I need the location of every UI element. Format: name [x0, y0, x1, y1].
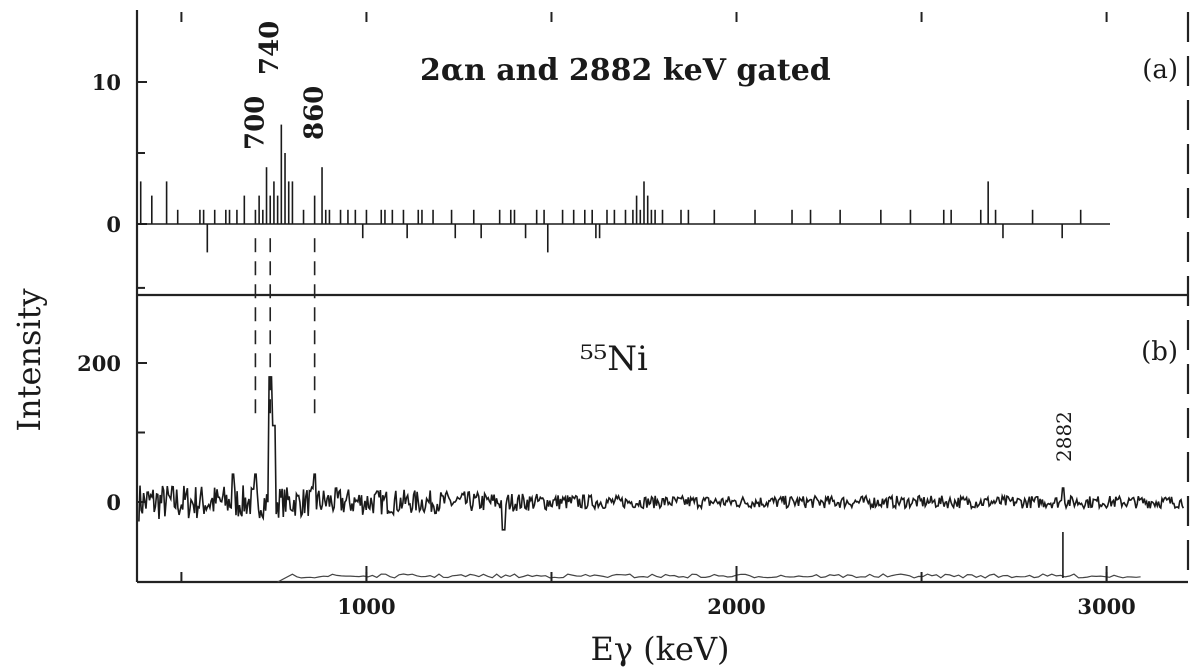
panel-a-y-tick-label: 10: [92, 70, 121, 95]
panel-b-peak-labels: 2882: [1052, 411, 1076, 578]
panel-b-title: ⁵⁵Ni: [580, 339, 648, 379]
panel-a-tag: (a): [1142, 55, 1178, 85]
axes-frame: [135, 10, 1190, 584]
x-tick-label: 1000: [337, 594, 395, 619]
panel-a-y-ticks: 0 10: [92, 70, 1110, 289]
panel-a-y-tick-label: 0: [106, 212, 121, 237]
panel-b-y-ticks: 0 200: [77, 351, 147, 515]
y-axis-label: Intensity: [10, 288, 48, 431]
peak-guide-lines: [254, 238, 316, 420]
panel-a-title: 2αn and 2882 keV gated: [420, 53, 831, 88]
x-axis-ticks: 1000 2000 3000: [180, 12, 1136, 619]
x-tick-label: 2000: [707, 594, 765, 619]
panel-a-bars: [139, 124, 1082, 253]
panel-a-peak-label: 860: [300, 86, 330, 140]
panel-a-peak-labels: 700 740 860: [240, 21, 329, 150]
panel-b-tag: (b): [1141, 337, 1178, 367]
panel-b-background-trace: [277, 573, 1141, 583]
panel-b: 0 200 2882 ⁵⁵Ni (b): [77, 337, 1185, 583]
panel-a-peak-label: 740: [255, 21, 285, 75]
panel-b-spectrum-line: [138, 376, 1185, 531]
x-axis-label: Eγ (keV): [590, 630, 729, 668]
panel-a: 0 10 700 740 860 2αn and 2882 keV gated (a): [92, 21, 1178, 289]
panel-b-y-tick-label: 200: [77, 351, 121, 376]
panel-b-peak-label: 2882: [1052, 411, 1076, 462]
panel-b-y-tick-label: 0: [106, 490, 121, 515]
panel-a-peak-label: 700: [240, 96, 270, 150]
x-tick-label: 3000: [1077, 594, 1135, 619]
